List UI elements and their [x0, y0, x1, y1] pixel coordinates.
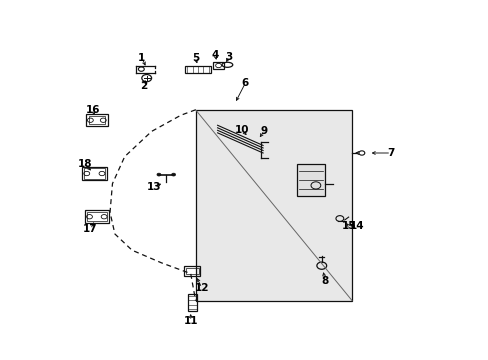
Text: 17: 17	[83, 224, 98, 234]
Text: 10: 10	[234, 125, 249, 135]
Circle shape	[157, 173, 161, 176]
Bar	[88, 116, 105, 124]
Text: 8: 8	[321, 276, 328, 286]
Text: 13: 13	[146, 182, 161, 192]
Text: 2: 2	[140, 81, 146, 91]
Bar	[86, 114, 107, 126]
Text: 18: 18	[78, 159, 92, 169]
Bar	[187, 294, 196, 311]
Bar	[87, 212, 106, 221]
Text: 12: 12	[194, 283, 209, 293]
Bar	[195, 110, 351, 301]
Circle shape	[171, 173, 175, 176]
Bar	[184, 66, 211, 73]
Bar	[84, 210, 109, 223]
Text: 11: 11	[183, 316, 198, 326]
Text: 7: 7	[386, 148, 394, 158]
Text: 6: 6	[242, 78, 248, 88]
Text: 9: 9	[260, 126, 267, 136]
Bar	[296, 164, 325, 196]
Bar	[84, 168, 104, 179]
Text: 14: 14	[349, 221, 364, 231]
Text: 15: 15	[341, 221, 355, 231]
Bar	[81, 167, 107, 180]
Text: 1: 1	[138, 53, 145, 63]
Text: 3: 3	[225, 52, 232, 62]
Text: 4: 4	[211, 50, 219, 60]
Text: 16: 16	[85, 105, 100, 115]
Bar	[212, 62, 224, 69]
Text: 5: 5	[192, 53, 199, 63]
